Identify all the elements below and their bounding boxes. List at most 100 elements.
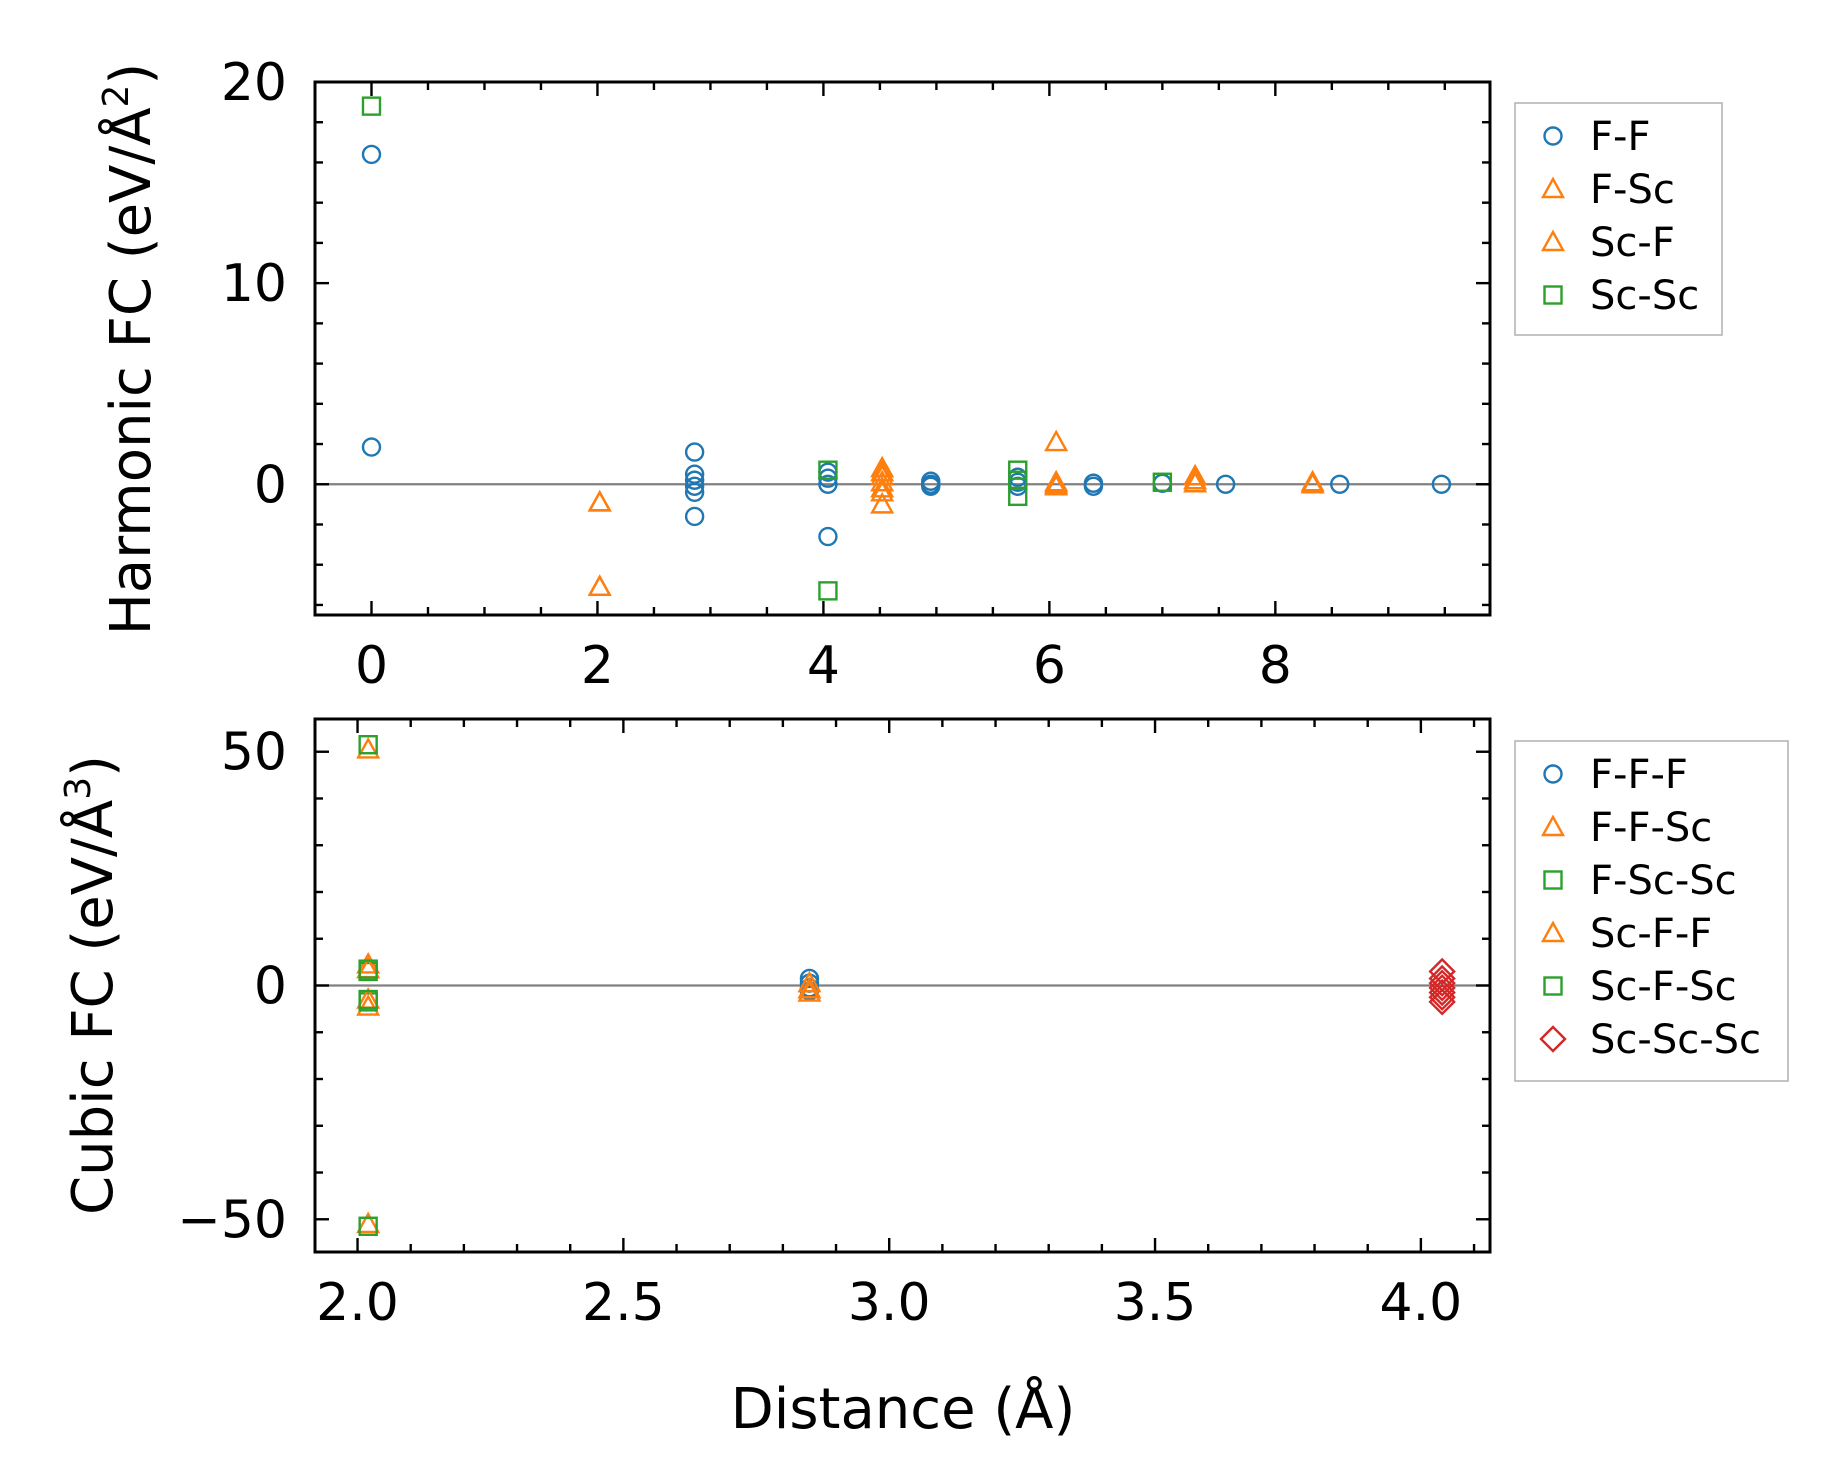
harmonic-y-tick-label: 0 xyxy=(254,455,287,515)
harmonic-legend-label-sc-f: Sc-F xyxy=(1590,220,1675,266)
harmonic-point-sc-sc xyxy=(1152,472,1173,492)
harmonic-legend-marker-sc-sc xyxy=(1543,285,1563,305)
harmonic-legend-marker-sc-f xyxy=(1540,229,1566,252)
harmonic-point-sc-f xyxy=(587,489,612,512)
cubic-point-sc-sc-sc xyxy=(1428,983,1456,1011)
harmonic-point-f-f xyxy=(1215,474,1236,494)
cubic-series-sc-f-sc xyxy=(358,959,378,1010)
cubic-point-sc-f-sc xyxy=(358,989,378,1010)
cubic-x-tick-label: 2.0 xyxy=(316,1273,399,1333)
cubic-legend: F-F-F F-F-Sc F-Sc-Sc Sc-F-F Sc-F-Sc Sc-Sc-Sc xyxy=(1514,740,1789,1082)
cubic-series-sc-sc-sc xyxy=(1428,957,1456,1016)
harmonic-legend-marker-f-sc xyxy=(1540,176,1566,199)
harmonic-point-f-f xyxy=(361,437,382,457)
cubic-point-sc-sc-sc xyxy=(1428,978,1456,1007)
harmonic-point-f-f xyxy=(684,506,705,527)
harmonic-point-sc-sc xyxy=(818,460,838,480)
cubic-legend-marker-f-f-sc xyxy=(1540,814,1566,837)
cubic-x-tick-label: 2.5 xyxy=(582,1273,665,1333)
cubic-legend-label-sc-f-sc: Sc-F-Sc xyxy=(1590,964,1737,1010)
cubic-point-f-f-sc xyxy=(356,736,381,759)
harmonic-x-tick-label: 8 xyxy=(1259,636,1292,696)
cubic-point-sc-f-sc xyxy=(358,959,378,979)
cubic-point-f-sc-sc xyxy=(358,735,378,755)
harmonic-legend: F-F F-Sc Sc-F Sc-Sc xyxy=(1514,102,1723,336)
harmonic-point-f-sc xyxy=(870,491,895,514)
cubic-ticks xyxy=(315,719,1490,1252)
cubic-legend-marker-sc-sc-sc xyxy=(1539,1025,1567,1053)
cubic-legend-box xyxy=(1514,740,1789,1082)
cubic-legend-label-f-sc-sc: F-Sc-Sc xyxy=(1590,858,1737,904)
harmonic-point-sc-sc xyxy=(361,96,382,116)
harmonic-point-f-f xyxy=(684,476,705,496)
harmonic-point-sc-f xyxy=(1300,469,1325,492)
cubic-legend-label-f-f-sc: F-F-Sc xyxy=(1590,805,1712,851)
harmonic-y-tick-label: 10 xyxy=(221,254,287,314)
harmonic-point-f-f xyxy=(684,470,705,490)
cubic-point-sc-f-f xyxy=(797,976,822,999)
harmonic-x-tick-label: 4 xyxy=(807,636,840,696)
harmonic-point-f-f xyxy=(1330,474,1350,494)
harmonic-point-sc-f xyxy=(1183,467,1208,490)
harmonic-y-axis-label: Harmonic FC (eV/Å2) xyxy=(96,63,164,636)
cubic-legend-marker-f-sc-sc xyxy=(1543,870,1563,890)
harmonic-point-f-f xyxy=(921,476,941,496)
harmonic-ticks xyxy=(313,80,1490,615)
cubic-legend-marker-sc-f-sc xyxy=(1543,976,1563,996)
cubic-y-axis-label: Cubic FC (eV/Å3) xyxy=(58,755,126,1215)
harmonic-point-f-sc xyxy=(1044,429,1069,452)
cubic-point-f-f-f xyxy=(799,968,820,989)
harmonic-x-tick-label: 0 xyxy=(355,636,388,696)
harmonic-point-f-sc xyxy=(1183,463,1208,486)
cubic-y-tick-label: 0 xyxy=(254,957,287,1017)
cubic-point-sc-sc-sc xyxy=(1428,974,1456,1002)
harmonic-point-sc-sc xyxy=(818,581,838,601)
cubic-x-tick-label: 3.5 xyxy=(1114,1273,1197,1333)
cubic-y-tick-label: −50 xyxy=(177,1190,287,1250)
cubic-point-sc-sc-sc xyxy=(1428,969,1456,997)
cubic-point-f-sc-sc xyxy=(358,1216,378,1236)
harmonic-point-sc-f xyxy=(1044,471,1069,494)
cubic-point-sc-sc-sc xyxy=(1428,957,1456,986)
cubic-point-sc-sc-sc xyxy=(1428,988,1456,1016)
harmonic-point-sc-sc xyxy=(1008,486,1028,507)
x-axis-label: Distance (Å) xyxy=(731,1376,1076,1442)
harmonic-point-f-f xyxy=(1431,474,1452,494)
cubic-point-f-f-sc xyxy=(356,994,381,1016)
harmonic-fc-panel: 0 2 4 6 8 0 10 20 Harmonic FC (eV/Å2) F-F F-Sc Sc… xyxy=(96,53,1723,696)
cubic-point-f-f-sc xyxy=(797,980,822,1002)
cubic-x-tick-label: 4.0 xyxy=(1380,1273,1463,1333)
harmonic-point-f-f xyxy=(818,526,838,547)
harmonic-point-f-f xyxy=(684,442,705,462)
harmonic-legend-marker-f-f xyxy=(1543,126,1563,146)
cubic-legend-marker-sc-f-f xyxy=(1540,920,1566,943)
cubic-legend-label-sc-f-f: Sc-F-F xyxy=(1590,911,1712,957)
harmonic-point-f-f xyxy=(361,144,382,165)
harmonic-legend-label-f-f: F-F xyxy=(1590,114,1650,160)
cubic-legend-marker-f-f-f xyxy=(1543,764,1563,784)
harmonic-point-f-f xyxy=(684,482,705,503)
cubic-point-f-f-sc xyxy=(356,1211,381,1234)
harmonic-tick-labels: 0 2 4 6 8 0 10 20 xyxy=(221,53,1292,696)
cubic-data-points xyxy=(356,735,1456,1236)
harmonic-point-f-sc xyxy=(1183,470,1208,493)
harmonic-axes-frame xyxy=(313,80,1492,617)
harmonic-x-tick-label: 2 xyxy=(581,636,614,696)
harmonic-point-sc-f xyxy=(587,574,612,597)
harmonic-point-f-f xyxy=(818,474,838,494)
cubic-legend-label-sc-sc-sc: Sc-Sc-Sc xyxy=(1590,1017,1761,1063)
cubic-legend-label-f-f-f: F-F-F xyxy=(1590,752,1688,798)
cubic-point-f-f-sc xyxy=(797,970,822,993)
cubic-x-tick-label: 3.0 xyxy=(848,1273,931,1333)
harmonic-y-tick-label: 20 xyxy=(221,53,287,113)
harmonic-series-sc-f xyxy=(587,459,1325,597)
harmonic-legend-box xyxy=(1514,102,1723,336)
harmonic-data-points xyxy=(361,96,1452,601)
harmonic-point-f-f xyxy=(1083,476,1104,496)
cubic-y-tick-label: 50 xyxy=(221,723,287,783)
harmonic-x-tick-label: 6 xyxy=(1033,636,1066,696)
harmonic-legend-label-f-sc: F-Sc xyxy=(1590,167,1675,213)
harmonic-point-sc-sc xyxy=(1008,460,1028,480)
harmonic-series-sc-sc xyxy=(361,96,1173,601)
